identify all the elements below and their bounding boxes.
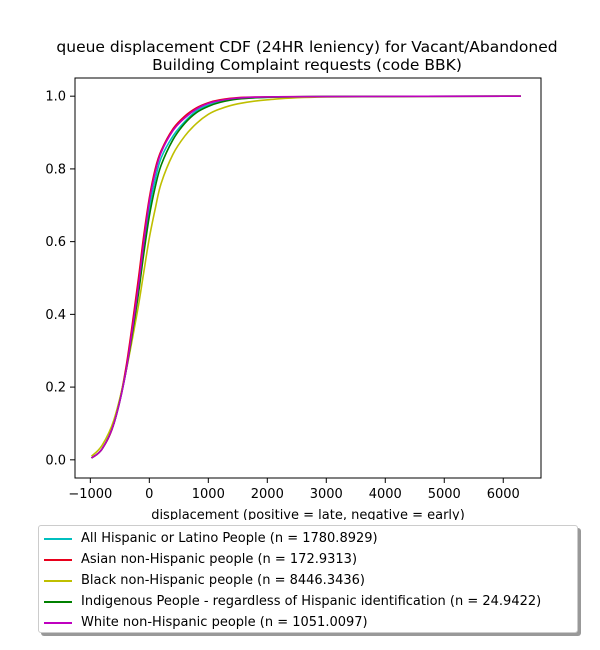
legend-item: Asian non-Hispanic people (n = 172.9313) bbox=[39, 549, 577, 570]
x-tick-label: 4000 bbox=[369, 487, 402, 502]
y-tick-label: 0.4 bbox=[45, 308, 66, 323]
legend-label: Asian non-Hispanic people (n = 172.9313) bbox=[81, 552, 358, 567]
legend-swatch bbox=[44, 558, 72, 561]
legend-label: Black non-Hispanic people (n = 8446.3436… bbox=[81, 573, 365, 588]
chart-title-line-1: queue displacement CDF (24HR leniency) f… bbox=[56, 38, 557, 56]
y-tick-label: 0.8 bbox=[45, 162, 66, 177]
x-tick-label: 3000 bbox=[310, 487, 343, 502]
series-line-2 bbox=[90, 95, 521, 459]
legend-item: Black non-Hispanic people (n = 8446.3436… bbox=[39, 570, 577, 591]
plot-frame bbox=[74, 77, 542, 479]
series-line-1 bbox=[90, 95, 521, 459]
series-line-5 bbox=[90, 95, 521, 459]
x-axis-label: displacement (positive = late, negative … bbox=[151, 508, 465, 520]
chart-title-line-2: Building Complaint requests (code BBK) bbox=[152, 56, 462, 74]
series-line-3 bbox=[90, 95, 521, 457]
legend-swatch bbox=[44, 579, 72, 582]
y-tick-label: 0.6 bbox=[45, 235, 66, 250]
legend-swatch bbox=[44, 600, 72, 603]
y-tick-label: 0.2 bbox=[45, 381, 66, 396]
legend-label: Indigenous People - regardless of Hispan… bbox=[81, 594, 542, 609]
y-tick-label: 0.0 bbox=[45, 453, 66, 468]
series-line-4 bbox=[90, 95, 521, 459]
x-tick-label: 6000 bbox=[487, 487, 520, 502]
legend-item: Indigenous People - regardless of Hispan… bbox=[39, 591, 577, 612]
legend-item: All Hispanic or Latino People (n = 1780.… bbox=[39, 528, 577, 549]
cdf-chart: queue displacement CDF (24HR leniency) f… bbox=[45, 38, 557, 520]
legend-item: White non-Hispanic people (n = 1051.0097… bbox=[39, 612, 577, 633]
x-axis-ticks: −1000 0 1000 2000 3000 4000 5000 6000 bbox=[68, 478, 520, 502]
legend-swatch bbox=[44, 621, 72, 624]
x-tick-label: 5000 bbox=[428, 487, 461, 502]
legend: All Hispanic or Latino People (n = 1780.… bbox=[38, 525, 578, 633]
x-tick-label: 1000 bbox=[192, 487, 225, 502]
x-tick-label: 0 bbox=[145, 487, 153, 502]
legend-swatch bbox=[44, 537, 72, 540]
series-lines bbox=[90, 95, 521, 459]
x-tick-label: −1000 bbox=[68, 487, 112, 502]
legend-label: White non-Hispanic people (n = 1051.0097… bbox=[81, 615, 368, 630]
legend-label: All Hispanic or Latino People (n = 1780.… bbox=[81, 531, 378, 546]
y-axis-ticks: 0.0 0.2 0.4 0.6 0.8 1.0 bbox=[45, 90, 75, 468]
x-tick-label: 2000 bbox=[251, 487, 284, 502]
y-tick-label: 1.0 bbox=[45, 90, 66, 105]
